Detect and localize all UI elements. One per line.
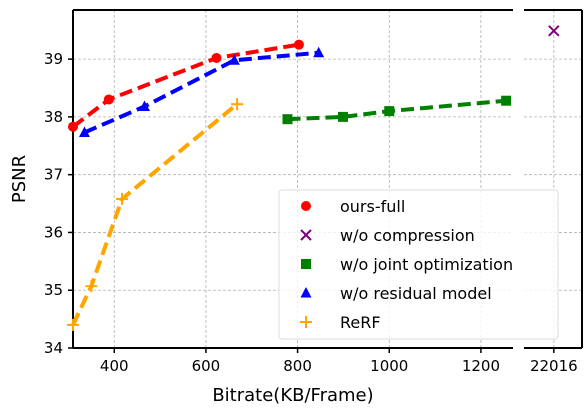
y-tick-label: 35 (44, 281, 63, 299)
data-point-w-o-compression (548, 25, 560, 37)
legend-label-ours-full: ours-full (340, 197, 405, 216)
data-point-rerf (231, 98, 244, 111)
data-point-ours-full (103, 94, 114, 105)
legend: ours-full w/o compression w/o joint opti… (278, 189, 559, 340)
legend-markers (300, 201, 312, 328)
series-rerf (67, 98, 244, 331)
x-axis-title: Bitrate(KB/Frame) (212, 385, 373, 406)
legend-marker-rerf (300, 316, 312, 328)
series-ours-full (68, 39, 304, 132)
data-point-w-o-residual-model (139, 100, 150, 111)
x-tick-label: 400 (100, 357, 129, 375)
x-tick-label-side: 22016 (530, 357, 578, 375)
data-point-w-o-residual-model (228, 54, 240, 65)
series-layer (67, 25, 560, 331)
legend-label-wo-compression: w/o compression (340, 226, 475, 245)
data-point-w-o-joint-optimization (282, 114, 293, 125)
x-tick-label: 1200 (462, 357, 500, 375)
axis-ticks: 34 35 36 37 38 39 400 600 800 1000 1200 22016 (44, 50, 578, 375)
legend-label-wo-residual-model: w/o residual model (340, 284, 492, 303)
x-tick-label: 800 (283, 357, 312, 375)
data-point-w-o-joint-optimization (501, 95, 512, 106)
data-point-rerf (116, 192, 129, 205)
legend-marker-w-o-residual-model (300, 287, 312, 298)
legend-marker-ours-full (301, 201, 311, 211)
legend-marker-w-o-joint-optimization (301, 259, 311, 269)
y-axis-title: PSNR (9, 155, 30, 203)
data-point-rerf (85, 280, 98, 293)
x-tick-label: 600 (192, 357, 221, 375)
legend-label-wo-joint-optimization: w/o joint optimization (340, 255, 513, 274)
y-tick-label: 37 (44, 166, 63, 184)
y-tick-label: 38 (44, 108, 63, 126)
y-tick-label: 34 (44, 339, 63, 357)
series-w-o-joint-optimization (282, 95, 512, 125)
series-w-o-residual-model (78, 46, 325, 137)
legend-marker-w-o-compression (300, 229, 312, 241)
legend-label-rerf: ReRF (340, 313, 381, 332)
data-point-w-o-joint-optimization (337, 111, 348, 122)
main-panel-frame (72, 9, 513, 349)
series-line-ours-full (71, 42, 300, 129)
y-tick-label: 39 (44, 50, 63, 68)
data-point-rerf (67, 318, 79, 331)
data-point-w-o-residual-model (313, 46, 325, 58)
data-point-w-o-residual-model (78, 126, 90, 137)
legend-box (278, 189, 559, 340)
series-line-w-o-residual-model (83, 50, 319, 135)
data-point-ours-full (211, 52, 222, 63)
series-line-rerf (71, 102, 239, 326)
side-panel-frame (524, 9, 583, 349)
series-line-w-o-joint-optimization (287, 98, 507, 122)
data-point-w-o-joint-optimization (384, 106, 395, 117)
series-w-o-compression (548, 25, 560, 37)
y-tick-label: 36 (44, 223, 63, 241)
data-point-ours-full (293, 39, 304, 50)
data-point-ours-full (68, 121, 78, 132)
x-tick-label: 1000 (370, 357, 408, 375)
